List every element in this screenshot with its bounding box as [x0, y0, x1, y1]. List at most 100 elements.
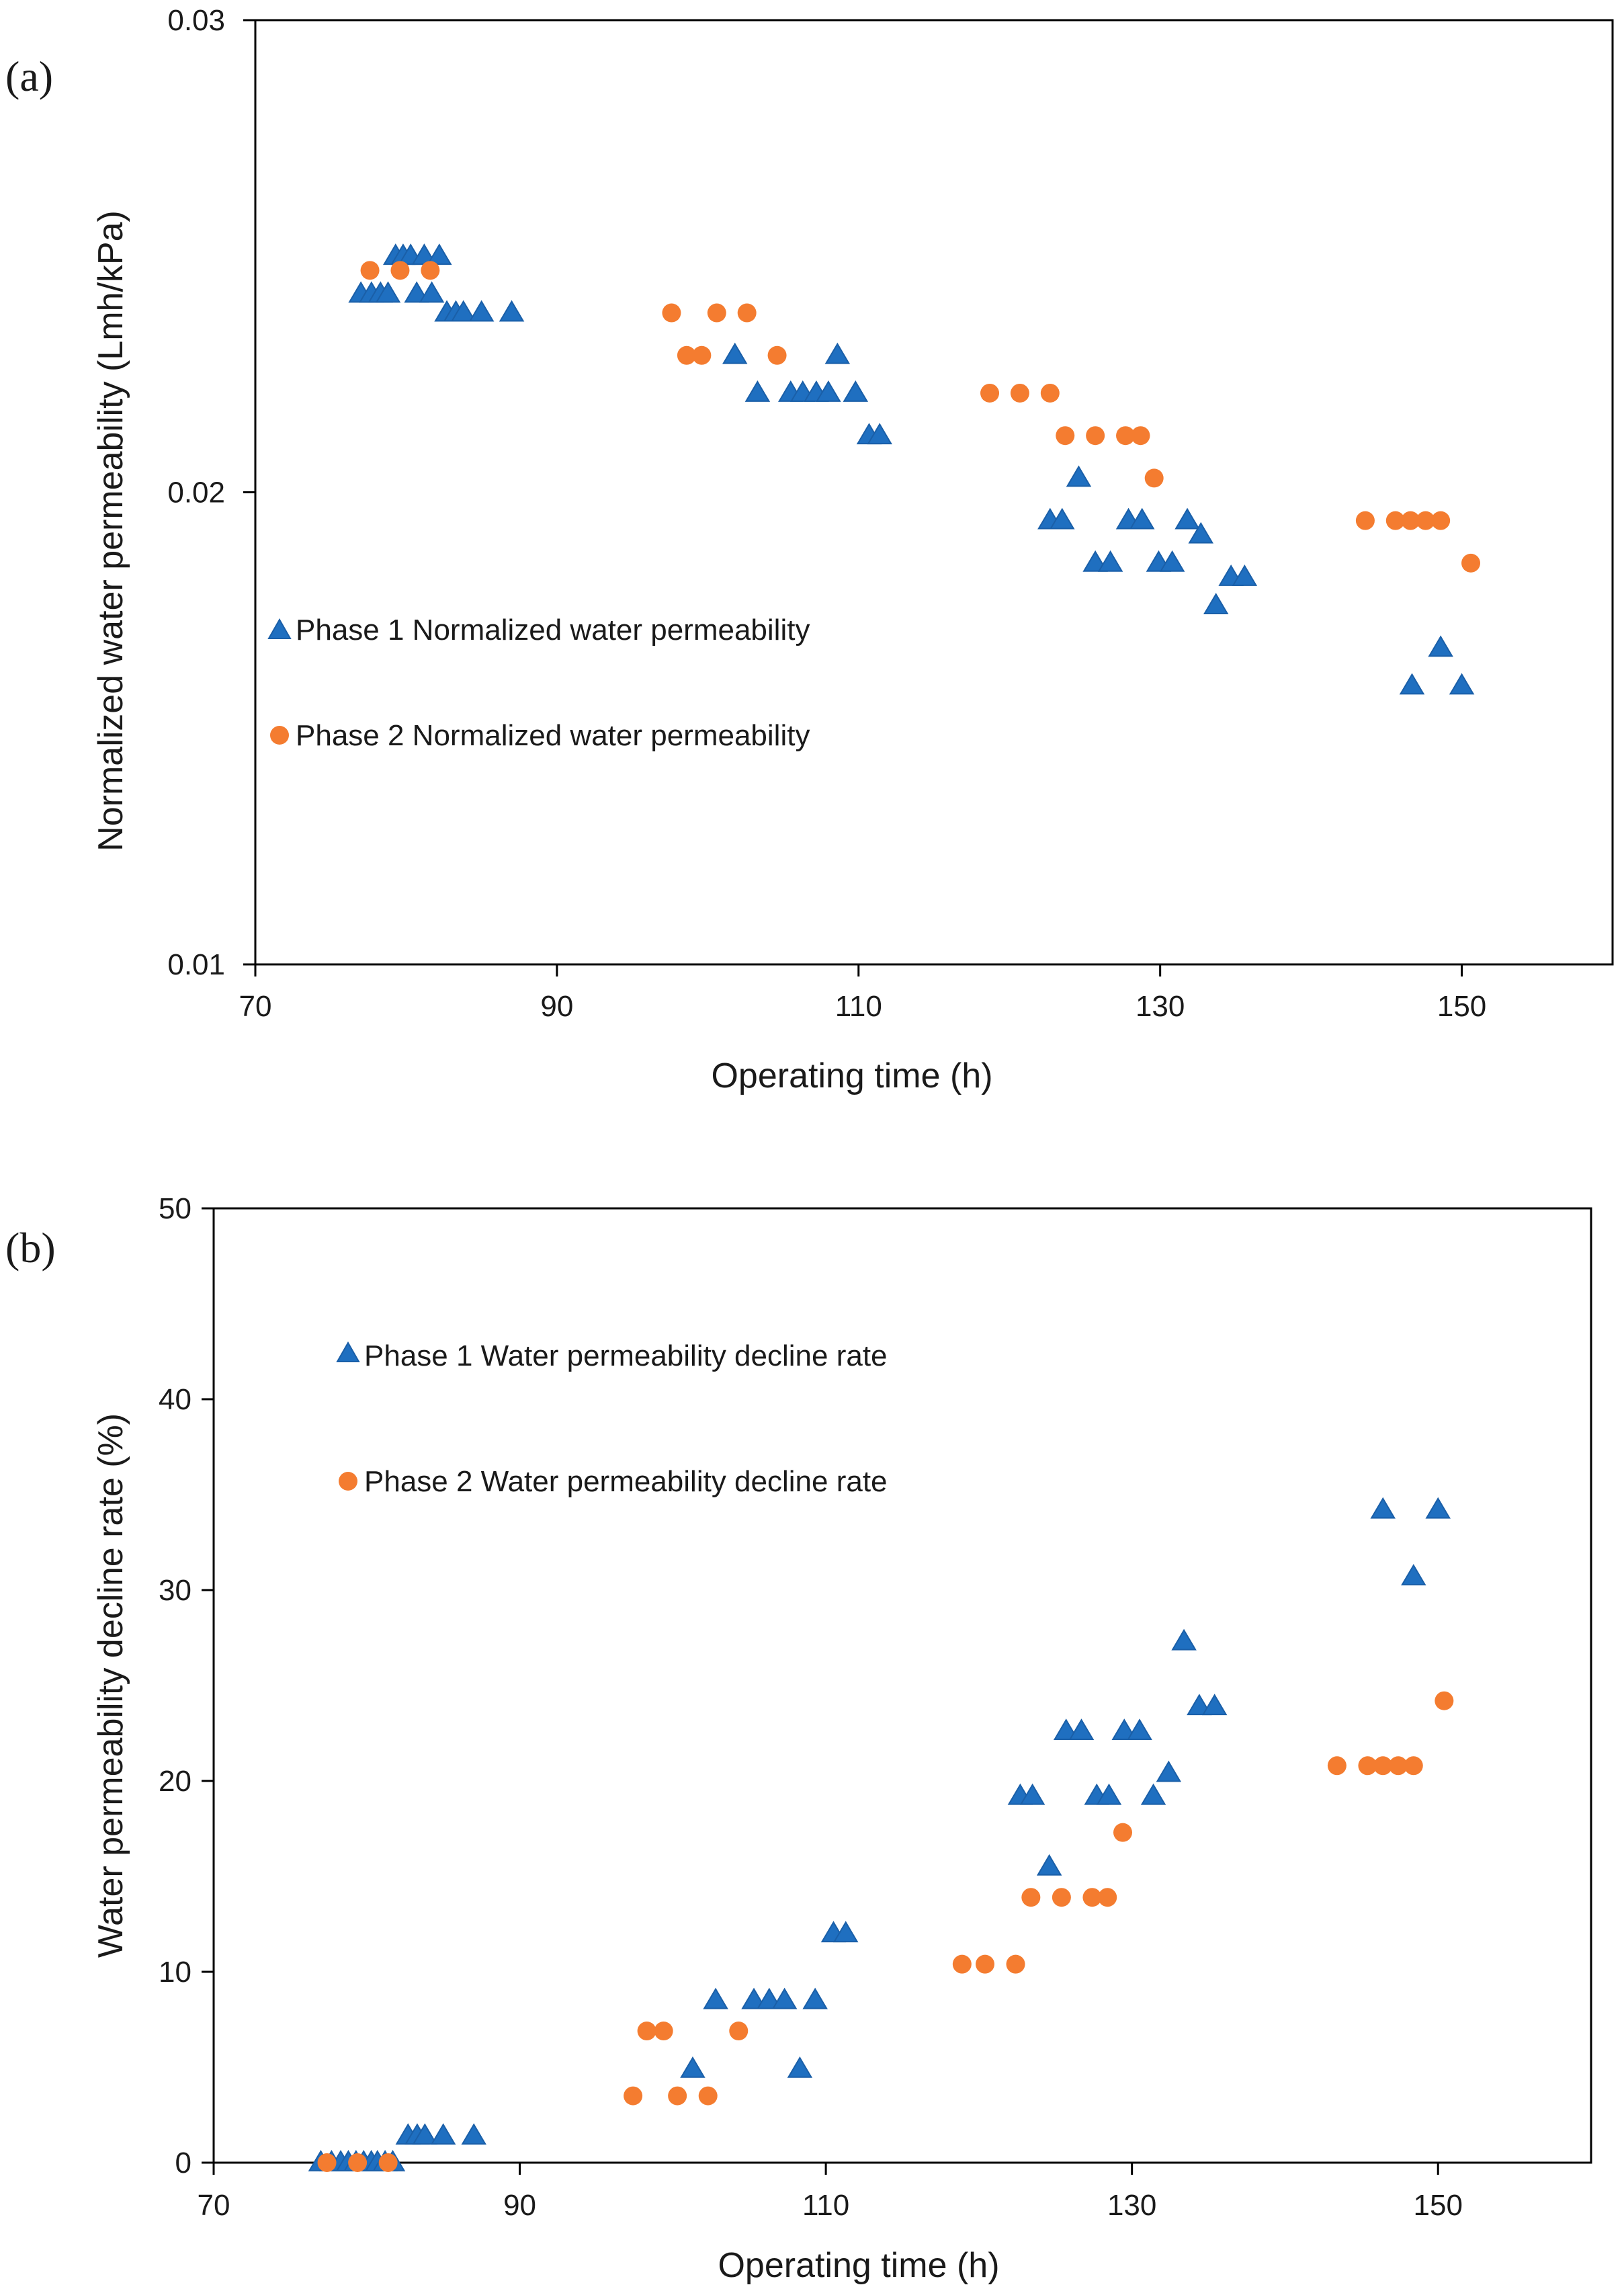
panel-a-legend-triangle-marker — [267, 618, 292, 639]
panel-b-x-axis: 70 90 110 130 150 — [198, 2163, 1463, 2222]
phase2-circle-point — [1116, 426, 1136, 446]
phase1-triangle-point — [499, 300, 525, 322]
panel-a-x-axis-title: Operating time (h) — [711, 1056, 992, 1095]
phase2-circle-point — [1098, 1888, 1117, 1907]
phase2-circle-point — [698, 2086, 718, 2106]
phase1-triangle-point — [1129, 507, 1155, 530]
phase2-circle-point — [1355, 511, 1375, 530]
x-tick-label: 130 — [1136, 990, 1185, 1023]
phase2-circle-point — [737, 303, 757, 323]
panel-a-y-axis: 0.01 0.02 0.03 — [167, 4, 255, 981]
x-tick-label: 110 — [835, 990, 882, 1023]
phase2-circle-point — [1131, 426, 1150, 446]
phase2-circle-point — [1010, 383, 1029, 403]
phase2-circle-point — [1006, 1954, 1025, 1974]
phase1-triangle-point — [787, 2056, 813, 2078]
phase1-triangle-point — [450, 300, 476, 322]
phase2-circle-point — [1052, 1888, 1071, 1907]
panel-a-x-axis: 70 90 110 130 150 — [239, 964, 1486, 1023]
panel-a-normalized-permeability-chart: (a) 0.01 0.02 0.03 70 90 110 130 150 Operating… — [5, 4, 1614, 1095]
phase1-triangle-point — [1096, 1783, 1122, 1805]
x-tick-label: 150 — [1437, 990, 1486, 1023]
phase1-triangle-point — [1053, 1718, 1079, 1741]
phase1-triangle-point — [1127, 1718, 1152, 1741]
phase1-triangle-point — [1449, 673, 1475, 695]
phase1-triangle-point — [1201, 1694, 1228, 1716]
y-tick-label: 50 — [159, 1192, 191, 1225]
phase1-triangle-point — [1156, 1760, 1182, 1782]
phase2-circle-point — [1040, 383, 1060, 403]
panel-b-legend: Phase 1 Water permeability decline rate … — [336, 1339, 888, 1498]
phase2-circle-point — [378, 2153, 398, 2172]
phase2-circle-point — [637, 2022, 656, 2041]
panel-b-legend-phase2: Phase 2 Water permeability decline rate — [364, 1465, 888, 1498]
phase2-circle-point — [1401, 511, 1420, 530]
panel-b-y-axis: 0 10 20 30 40 50 — [159, 1192, 214, 2179]
phase2-circle-point — [1086, 426, 1105, 446]
phase1-triangle-point — [703, 1987, 728, 2009]
phase1-triangle-point — [1036, 1854, 1062, 1876]
panel-a-legend-phase1: Phase 1 Normalized water permeability — [296, 614, 810, 647]
x-tick-label: 90 — [540, 990, 573, 1023]
x-tick-label: 110 — [802, 2189, 849, 2222]
phase1-triangle-point — [771, 1987, 798, 2009]
phase2-circle-point — [976, 1954, 994, 1974]
phase2-circle-point — [1435, 1691, 1454, 1710]
y-tick-label: 30 — [159, 1574, 191, 1607]
y-tick-label: 0.02 — [167, 476, 225, 509]
phase1-triangle-point — [1140, 1783, 1166, 1805]
x-tick-label: 90 — [503, 2189, 536, 2222]
phase1-triangle-point — [680, 2056, 706, 2078]
phase1-triangle-point — [722, 342, 748, 364]
phase1-triangle-point — [1428, 635, 1453, 657]
phase1-triangle-point — [1050, 507, 1075, 530]
panel-b-legend-phase1: Phase 1 Water permeability decline rate — [364, 1339, 888, 1372]
phase2-circle-point — [952, 1954, 972, 1974]
y-tick-label: 0.03 — [167, 4, 225, 37]
panel-a-legend: Phase 1 Normalized water permeability Ph… — [267, 614, 810, 752]
panel-a-legend-circle-marker — [270, 726, 289, 745]
phase2-circle-point — [1431, 511, 1451, 530]
phase1-triangle-point — [419, 281, 445, 303]
phase2-circle-point — [1021, 1888, 1041, 1907]
y-tick-label: 0.01 — [167, 948, 225, 981]
phase1-triangle-point — [468, 300, 495, 322]
panel-a-legend-phase2: Phase 2 Normalized water permeability — [296, 719, 810, 752]
phase2-circle-point — [1144, 468, 1164, 488]
panel-b-legend-circle-marker — [339, 1472, 357, 1491]
phase1-triangle-point — [1188, 522, 1214, 544]
panel-b-plot-frame — [212, 1207, 1592, 2164]
phase1-triangle-point — [1159, 550, 1185, 572]
panel-b-data-points — [308, 1497, 1454, 2172]
phase2-circle-point — [348, 2153, 368, 2172]
phase2-circle-point — [1385, 511, 1405, 530]
phase2-circle-point — [624, 2086, 643, 2106]
phase2-circle-point — [317, 2153, 337, 2172]
phase2-circle-point — [360, 261, 380, 280]
phase2-circle-point — [654, 2022, 673, 2041]
x-tick-label: 130 — [1107, 2189, 1156, 2222]
phase1-triangle-point — [1171, 1628, 1197, 1651]
panel-a-plot-frame — [254, 19, 1614, 966]
panel-b-x-axis-title: Operating time (h) — [718, 2246, 999, 2285]
phase1-triangle-point — [867, 423, 892, 445]
phase1-triangle-point — [427, 243, 452, 265]
phase1-triangle-point — [1232, 564, 1258, 586]
phase1-triangle-point — [1097, 550, 1123, 572]
phase1-triangle-point — [1066, 465, 1092, 487]
phase2-circle-point — [1404, 1756, 1423, 1776]
phase1-triangle-point — [1203, 593, 1229, 614]
phase1-triangle-point — [802, 1987, 828, 2009]
y-tick-label: 10 — [159, 1956, 191, 1989]
x-tick-label: 70 — [239, 990, 272, 1023]
phase1-triangle-point — [430, 2123, 456, 2145]
phase1-triangle-point — [412, 2123, 438, 2145]
panel-a-label: (a) — [5, 52, 53, 100]
phase2-circle-point — [1358, 1756, 1377, 1776]
panel-a-y-axis-title: Normalized water permeability (Lmh/kPa) — [91, 210, 130, 851]
phase1-triangle-point — [1111, 1718, 1138, 1741]
panel-b-decline-rate-chart: (b) 0 10 20 30 40 50 70 90 110 130 150 Operating … — [5, 1192, 1592, 2285]
phase1-triangle-point — [1068, 1718, 1095, 1741]
panel-b-y-axis-title: Water permeability decline rate (%) — [91, 1413, 130, 1958]
